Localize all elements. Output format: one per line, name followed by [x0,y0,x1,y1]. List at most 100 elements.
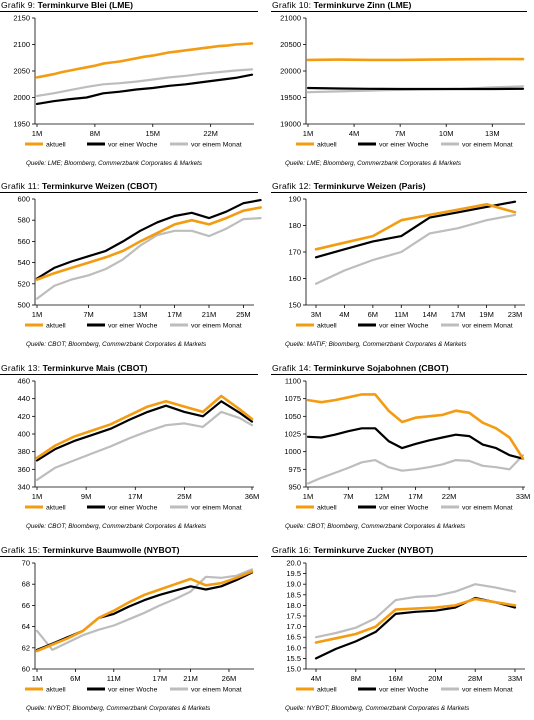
chart-title: Grafik 14: Terminkurve Sojabohnen (CBOT) [272,363,449,373]
y-tick-label: 20000 [280,67,301,76]
line-chart: 340 360 380 400 420 440 460 1M 9M 17M 25M 36M aktuel… [17,377,260,512]
x-tick-label: 1M [303,492,313,501]
chart-panel: Grafik 13: Terminkurve Mais (CBOT) 340 360… [0,363,262,538]
legend-label: vor einem Monat [191,687,242,694]
y-tick-label: 70 [22,559,30,568]
chart-source: Quelle: CBOT; Bloomberg, Commerzbank Cor… [285,523,466,530]
y-tick-label: 540 [17,258,30,267]
legend-label: aktuell [317,323,337,330]
chart-number: Grafik 13: [1,363,41,373]
legend-label: vor einem Monat [191,323,242,330]
chart-title-text: Terminkurve Weizen (CBOT) [39,181,158,191]
y-tick-label: 1100 [285,377,301,386]
chart-source: Quelle: NYBOT; Bloomberg, Commerzbank Co… [285,705,470,712]
y-tick-label: 21000 [280,14,301,23]
y-tick-label: 19.0 [286,580,301,589]
chart-number: Grafik 16: [272,545,312,555]
x-tick-label: 14M [422,310,437,319]
y-tick-label: 440 [17,394,30,403]
chart-title-text: Terminkurve Baumwolle (NYBOT) [40,545,180,555]
title-rule [0,374,258,375]
chart-number: Grafik 15: [1,545,41,555]
series-line-aktuell [35,42,254,79]
x-tick-label: 11M [107,674,121,683]
legend-label: vor einem Monat [462,505,513,512]
chart-title-text: Terminkurve Sojabohnen (CBOT) [311,363,449,373]
x-tick-label: 1M [32,310,42,319]
y-tick-label: 66 [22,601,30,610]
legend-label: aktuell [46,687,66,694]
x-tick-label: 9M [81,492,91,501]
title-rule [0,556,258,557]
chart-source: Quelle: CBOT; Bloomberg, Commerzbank Cor… [26,523,207,530]
y-tick-label: 520 [17,279,30,288]
x-tick-label: 17M [167,310,182,319]
y-tick-label: 420 [17,412,30,421]
x-tick-label: 22M [203,129,218,138]
x-tick-label: 4M [311,674,321,683]
x-tick-label: 25M [236,310,251,319]
legend-label: aktuell [317,505,337,512]
legend-label: aktuell [46,142,66,149]
x-tick-label: 36M [245,492,260,501]
x-tick-label: 6M [70,674,80,683]
chart-title-text: Terminkurve Weizen (Paris) [311,181,426,191]
legend-label: vor einer Woche [108,687,158,694]
chart-title: Grafik 11: Terminkurve Weizen (CBOT) [1,181,157,191]
legend-label: vor einem Monat [462,323,513,330]
y-tick-label: 600 [17,195,30,204]
y-tick-label: 64 [22,622,30,631]
x-tick-label: 17M [128,492,143,501]
chart-number: Grafik 12: [272,181,312,191]
x-tick-label: 25M [177,492,192,501]
series-line-vor-einer-woche [306,427,525,460]
series-line-vor-einer-woche [314,200,517,259]
series-line-vor-einer-woche [35,198,262,280]
title-rule [271,192,527,193]
x-tick-label: 10M [439,129,454,138]
series-line-aktuell [306,393,525,460]
chart-source: Quelle: LME; Bloomberg, Commerzbank Corp… [26,160,203,167]
y-tick-label: 500 [17,301,30,310]
y-tick-label: 180 [288,221,301,230]
legend-label: vor einer Woche [379,505,429,512]
chart-source: Quelle: NYBOT; Bloomberg, Commerzbank Co… [26,705,211,712]
x-tick-label: 15M [145,129,160,138]
series-line-vor-einem-monat [35,568,254,652]
y-tick-label: 1000 [284,447,301,456]
y-tick-label: 360 [17,465,30,474]
y-tick-label: 1075 [284,394,301,403]
chart-number: Grafik 10: [272,0,312,10]
y-tick-label: 190 [288,195,301,204]
series-line-vor-einem-monat [314,213,517,285]
series-line-vor-einem-monat [35,68,254,98]
x-tick-label: 33M [516,492,531,501]
y-tick-label: 20.0 [286,559,301,568]
chart-title: Grafik 10: Terminkurve Zinn (LME) [272,0,411,10]
x-tick-label: 1M [32,674,42,683]
chart-title: Grafik 9: Terminkurve Blei (LME) [1,0,133,10]
line-chart: 950 975 1000 1025 1050 1075 1100 1M 7M 12M 17M 22M 3… [284,377,531,512]
x-tick-label: 33M [508,674,523,683]
series-line-vor-einem-monat [35,217,262,300]
chart-number: Grafik 9: [1,0,36,10]
x-tick-label: 4M [339,310,349,319]
x-tick-label: 11M [394,310,408,319]
chart-panel: Grafik 12: Terminkurve Weizen (Paris) 150… [271,181,533,356]
chart-title-text: Terminkurve Blei (LME) [35,0,134,10]
line-chart: 1950 2000 2050 2100 2150 1M 8M 15M 22M aktuell vor… [13,14,254,149]
x-tick-label: 17M [408,492,423,501]
legend-label: vor einem Monat [462,687,513,694]
series-line-vor-einem-monat [314,583,517,639]
legend-label: vor einer Woche [108,505,158,512]
y-tick-label: 460 [17,377,30,386]
series-line-aktuell [35,206,262,281]
series-line-vor-einer-woche [35,73,254,106]
title-rule [271,556,527,557]
y-tick-label: 2100 [13,40,30,49]
chart-title: Grafik 15: Terminkurve Baumwolle (NYBOT) [1,545,180,555]
series-line-vor-einer-woche [35,400,254,462]
y-tick-label: 15.0 [286,665,301,674]
legend-label: vor einem Monat [462,142,513,149]
chart-panel: Grafik 10: Terminkurve Zinn (LME) 19000 19… [271,0,533,175]
